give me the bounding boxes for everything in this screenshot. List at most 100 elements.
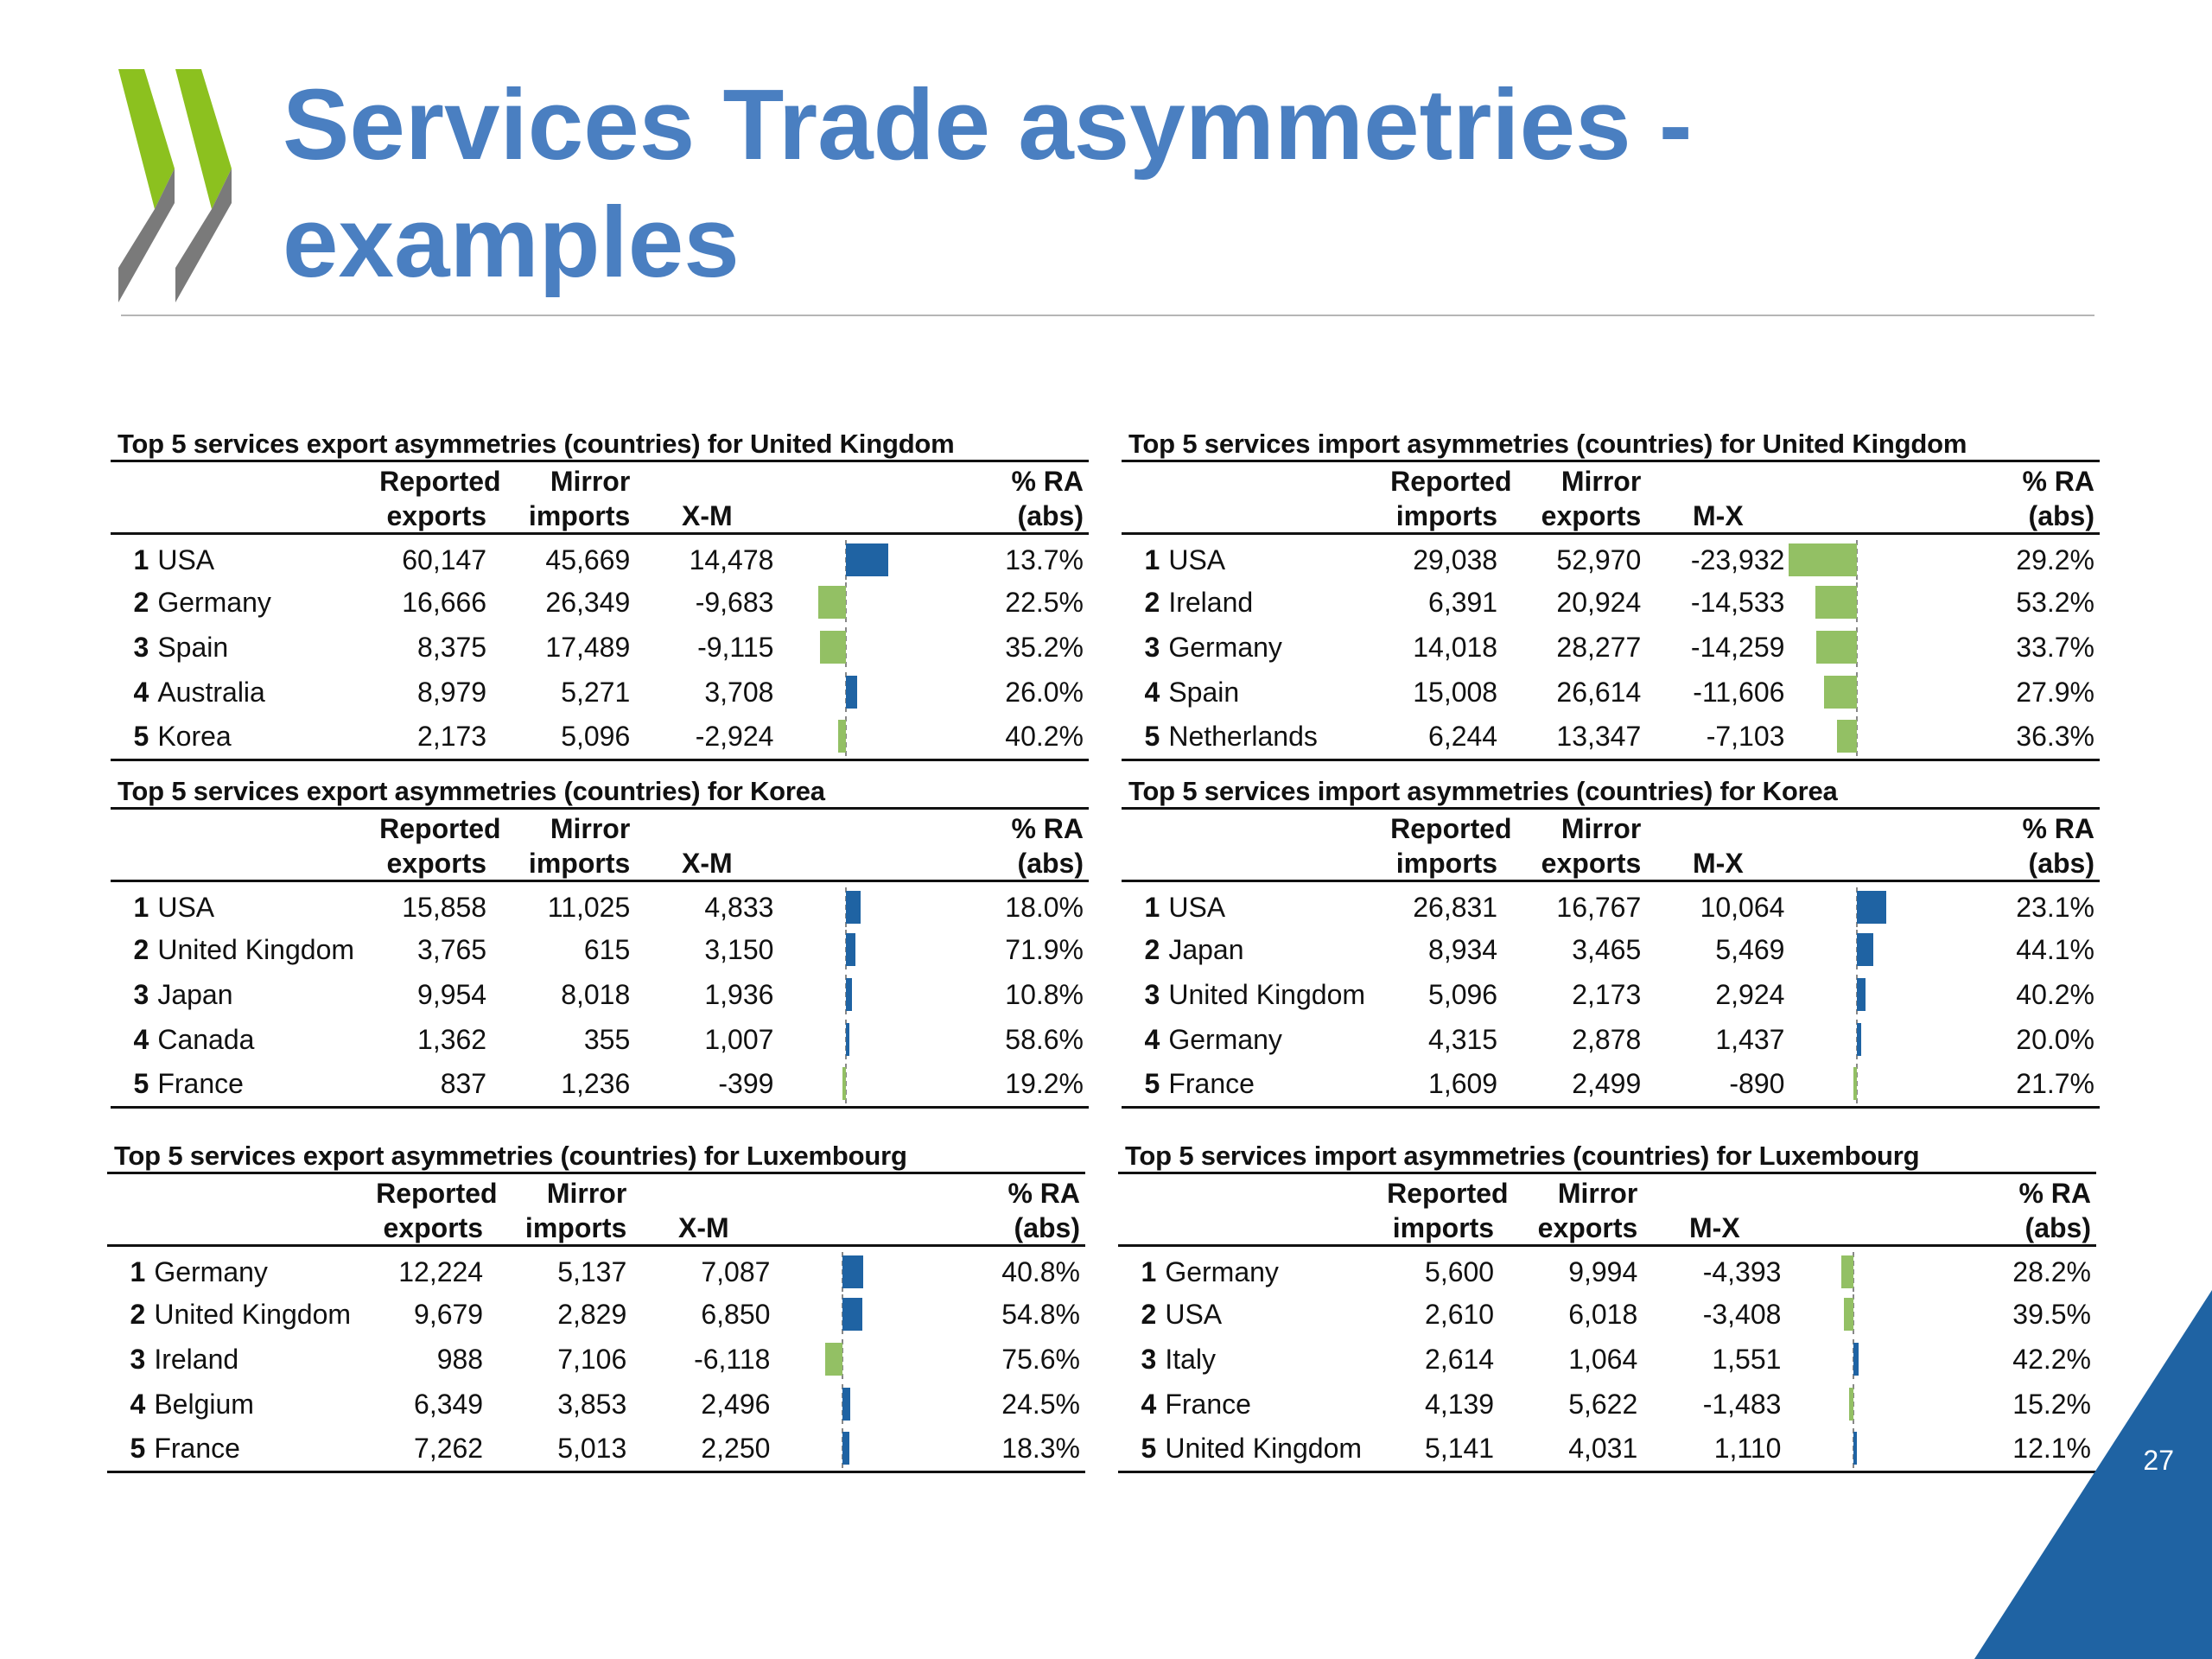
difference-bar xyxy=(1844,1298,1854,1331)
difference-bar xyxy=(1853,1067,1858,1101)
row-ra-percent: 58.6% xyxy=(1005,1023,1084,1055)
col-header-diff: M-X xyxy=(1643,1209,1787,1247)
row-rank: 2 xyxy=(1144,586,1160,618)
row-reported: 26,831 xyxy=(1413,891,1498,923)
row-difference: 2,250 xyxy=(632,1427,776,1473)
row-rank: 2 xyxy=(1141,1298,1157,1330)
row-difference: -14,259 xyxy=(1690,631,1785,663)
col-header-mirror: Mirror xyxy=(1503,807,1647,845)
row-bar-cell xyxy=(779,534,926,580)
col-header-ra: % RA xyxy=(1934,1172,2096,1210)
col-header-reported-sub: exports xyxy=(374,497,493,535)
header-blank xyxy=(107,1172,149,1210)
row-rank: 3 xyxy=(133,631,149,663)
col-header-reported-sub: imports xyxy=(1385,844,1503,882)
table-row: 1 USA 15,858 11,025 4,833 18.0% xyxy=(111,881,1089,927)
row-ra-percent: 36.3% xyxy=(1937,715,2100,761)
row-country: Germany xyxy=(157,586,271,618)
row-country: United Kingdom xyxy=(157,933,355,965)
bar-axis xyxy=(845,1064,848,1104)
asymmetry-table-panel: Top 5 services export asymmetries (count… xyxy=(111,429,1089,761)
asymmetry-table-panel: Top 5 services export asymmetries (count… xyxy=(107,1141,1085,1473)
col-header-reported: Reported xyxy=(1385,460,1512,498)
row-reported: 6,391 xyxy=(1428,586,1498,618)
difference-bar xyxy=(846,1023,850,1056)
row-rank: 2 xyxy=(130,1298,146,1330)
row-mirror: 28,277 xyxy=(1556,631,1642,663)
title-line-1: Services Trade asymmetries - xyxy=(283,68,1693,181)
header-blank xyxy=(152,460,375,498)
col-header-ra: % RA xyxy=(926,807,1089,845)
row-ra-percent: 10.8% xyxy=(1005,978,1084,1010)
col-header-reported-sub: imports xyxy=(1382,1209,1500,1247)
header-blank xyxy=(1163,807,1386,845)
header-blank xyxy=(1122,460,1164,498)
row-bar-cell xyxy=(779,715,927,761)
col-header-reported: Reported xyxy=(374,460,501,498)
row-rank: 5 xyxy=(1122,1062,1164,1109)
col-header-reported: Reported xyxy=(1385,807,1512,845)
row-bar-cell xyxy=(1789,927,1937,972)
row-rank: 3 xyxy=(130,1343,146,1375)
row-rank: 5 xyxy=(1118,1427,1160,1473)
col-header-ra: % RA xyxy=(1937,460,2100,498)
header-blank xyxy=(779,460,927,498)
table-row: 5 Netherlands 6,244 13,347 -7,103 36.3% xyxy=(1122,715,2100,761)
col-header-ra-sub: (abs) xyxy=(926,497,1089,535)
row-mirror: 52,970 xyxy=(1556,543,1642,575)
bar-axis xyxy=(1856,540,1859,580)
row-country: France xyxy=(1163,1062,1386,1109)
asymmetry-table: Reported Mirror % RA exports imports X-M… xyxy=(107,1172,1085,1473)
row-rank: 4 xyxy=(1144,1023,1160,1055)
bar-axis xyxy=(1853,1252,1855,1292)
row-difference: -14,533 xyxy=(1690,586,1785,618)
row-ra-percent: 12.1% xyxy=(1934,1427,2096,1473)
row-mirror: 13,347 xyxy=(1503,715,1647,761)
row-reported: 3,765 xyxy=(417,933,487,965)
row-ra-percent: 19.2% xyxy=(926,1062,1089,1109)
table-row: 1 Germany 5,600 9,994 -4,393 28.2% xyxy=(1118,1246,2096,1292)
bar-axis xyxy=(1856,582,1859,622)
row-bar-cell xyxy=(1786,1382,1934,1427)
row-difference: -399 xyxy=(635,1062,779,1109)
row-ra-percent: 28.2% xyxy=(2012,1255,2091,1287)
row-reported: 2,173 xyxy=(374,715,493,761)
difference-bar xyxy=(842,1432,849,1465)
row-country: USA xyxy=(157,543,215,575)
page-number: 27 xyxy=(2143,1445,2174,1476)
row-rank: 2 xyxy=(133,933,149,965)
difference-bar xyxy=(1836,720,1858,753)
table-row: 2 Germany 16,666 26,349 -9,683 22.5% xyxy=(111,580,1089,625)
page-title: Services Trade asymmetries - examples xyxy=(283,66,2011,301)
col-header-diff: M-X xyxy=(1646,497,1790,535)
col-header-ra-sub: (abs) xyxy=(926,844,1089,882)
asymmetry-table-panel: Top 5 services import asymmetries (count… xyxy=(1122,429,2100,761)
row-difference: 1,110 xyxy=(1643,1427,1787,1473)
row-bar-cell xyxy=(1789,625,1937,670)
row-rank: 3 xyxy=(1144,631,1160,663)
table-row: 1 USA 26,831 16,767 10,064 23.1% xyxy=(1122,881,2100,927)
row-reported: 1,609 xyxy=(1385,1062,1503,1109)
table-row: 2 United Kingdom 9,679 2,829 6,850 54.8% xyxy=(107,1292,1085,1337)
difference-bar xyxy=(818,586,847,619)
row-rank: 1 xyxy=(1144,543,1160,575)
bar-axis xyxy=(845,582,848,622)
row-country: Germany xyxy=(1168,1023,1282,1055)
row-rank: 5 xyxy=(107,1427,149,1473)
header-blank xyxy=(1789,460,1938,498)
difference-bar xyxy=(1857,978,1866,1011)
row-rank: 5 xyxy=(111,1062,153,1109)
row-difference: -1,483 xyxy=(1702,1388,1782,1420)
row-bar-cell xyxy=(1789,670,1937,715)
row-bar-cell xyxy=(775,1337,923,1382)
difference-bar xyxy=(1857,933,1873,966)
difference-bar xyxy=(842,1298,863,1331)
row-ra-percent: 40.8% xyxy=(1001,1255,1080,1287)
row-difference: -23,932 xyxy=(1690,543,1785,575)
row-country: Canada xyxy=(157,1023,255,1055)
header-blank xyxy=(111,807,153,845)
row-reported: 1,362 xyxy=(417,1023,487,1055)
table-row: 4 Belgium 6,349 3,853 2,496 24.5% xyxy=(107,1382,1085,1427)
col-header-mirror: Mirror xyxy=(492,460,636,498)
col-header-reported: Reported xyxy=(371,1172,498,1210)
